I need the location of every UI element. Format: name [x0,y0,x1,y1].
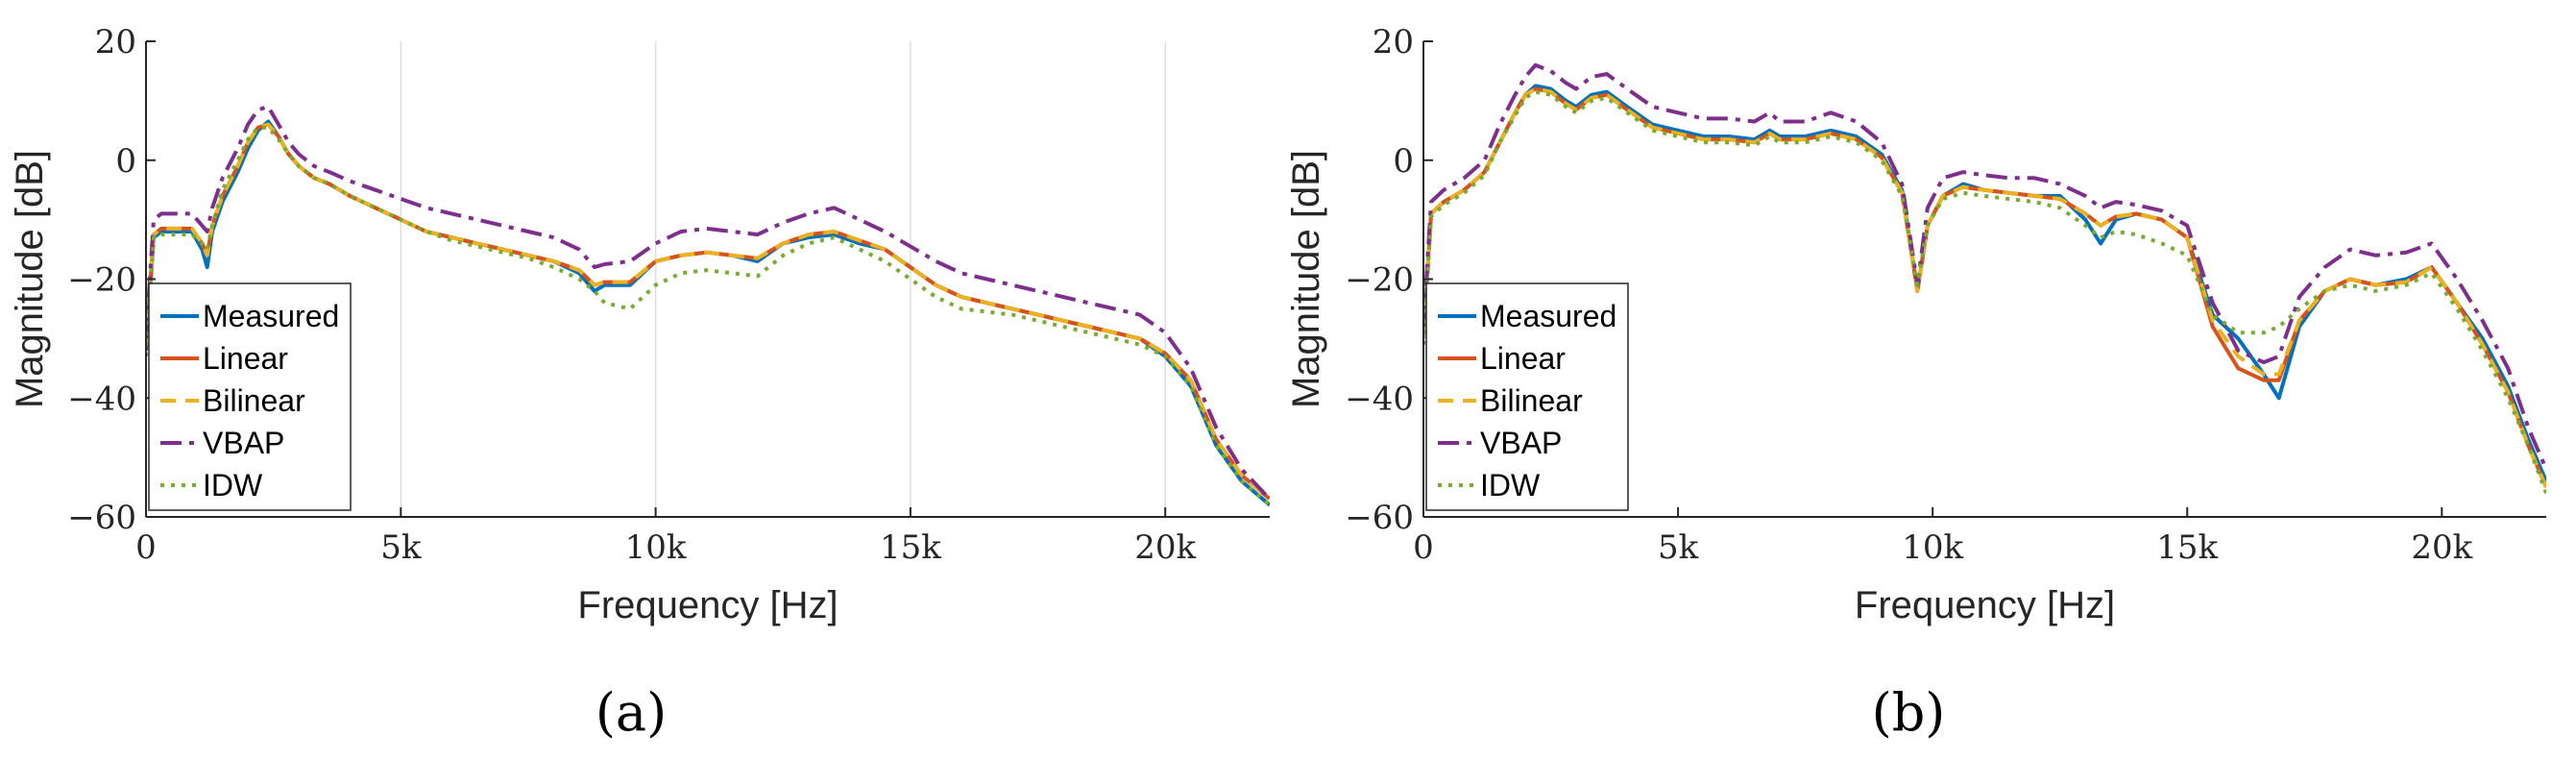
y-tick-label: −20 [67,261,136,300]
legend: Measured Linear Bilinear VBAP IDW [1425,282,1629,511]
legend-label-linear: Linear [203,341,288,376]
legend-label-bilinear: Bilinear [1480,383,1583,418]
y-tick-label: −60 [1345,499,1414,537]
plot-area [146,105,1270,507]
legend-label-vbap: VBAP [203,426,284,460]
x-tick-label: 15k [2156,528,2218,567]
x-tick-label: 20k [2411,528,2472,567]
legend-label-vbap: VBAP [1480,426,1562,460]
y-tick-label: −20 [1345,261,1414,300]
x-axis-label: Frequency [Hz] [577,584,838,626]
series-line-bilinear [146,122,1270,501]
y-tick-label: 0 [1393,142,1414,181]
y-tick-label: 0 [115,142,136,181]
y-tick-label: 20 [1373,23,1414,61]
legend-box [1425,282,1629,511]
panel-caption: (a) [595,682,667,743]
series-line-idw [1423,89,2546,495]
x-tick-label: 0 [1413,528,1434,567]
legend-label-bilinear: Bilinear [203,383,305,418]
legend: Measured Linear Bilinear VBAP IDW [148,282,352,511]
series-line-vbap [146,105,1270,501]
legend-label-measured: Measured [203,299,339,333]
y-axis-label: Magnitude [dB] [1285,150,1327,408]
plot-area [1423,62,2546,495]
x-tick-label: 5k [380,528,422,567]
x-axis-label: Frequency [Hz] [1855,584,2115,626]
x-tick-label: 15k [880,528,941,567]
legend-box [148,282,352,511]
y-tick-label: 20 [95,23,136,61]
legend-label-idw: IDW [203,468,263,503]
x-tick-label: 5k [1658,528,1699,567]
series-line-idw [146,125,1270,507]
x-tick-label: 20k [1134,528,1196,567]
series-line-bilinear [1423,86,2546,488]
legend-label-measured: Measured [1480,299,1616,333]
x-tick-label: 10k [625,528,687,567]
x-tick-label: 0 [135,528,157,567]
panel-caption: (b) [1872,682,1946,743]
x-tick-label: 10k [1902,528,1963,567]
legend-label-linear: Linear [1480,341,1566,376]
y-tick-label: −60 [67,499,136,537]
y-tick-label: −40 [1345,380,1414,418]
legend-label-idw: IDW [1480,468,1541,503]
y-axis-label: Magnitude [dB] [9,150,51,408]
y-tick-label: −40 [67,380,136,418]
